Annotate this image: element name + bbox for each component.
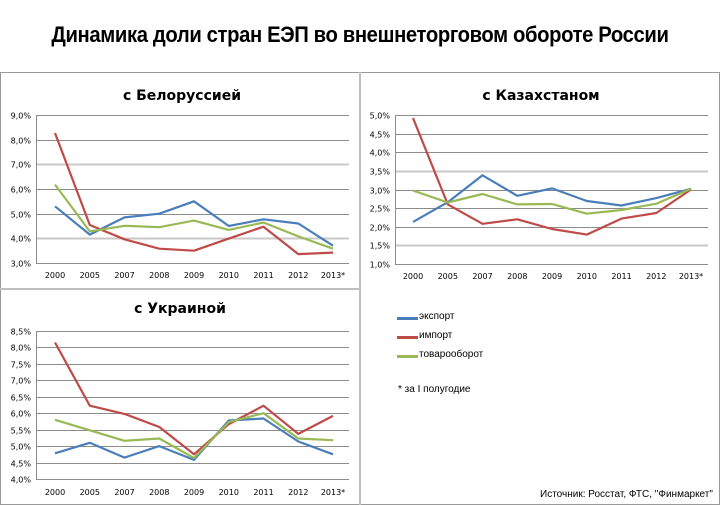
y-tick-label: 3,5%: [370, 168, 391, 177]
y-tick-label: 4,5%: [370, 131, 391, 140]
legend-swatch-import: [397, 336, 418, 339]
x-tick-label: 2000: [45, 488, 65, 497]
footnote: * за I полугодие: [398, 384, 471, 395]
series-line-total: [54, 183, 334, 250]
x-tick-label: 2005: [438, 272, 458, 281]
page-title: Динамика доли стран ЕЭП во внешнеторгово…: [51, 22, 669, 47]
legend-label-total: товарооборот: [419, 349, 484, 360]
series-line-import: [54, 341, 334, 456]
y-tick-label: 8,0%: [11, 344, 32, 353]
x-tick-label: 2013*: [679, 272, 703, 281]
x-tick-label: 2011: [611, 272, 631, 281]
x-tick-label: 2012: [646, 272, 666, 281]
x-tick-label: 2007: [472, 272, 492, 281]
series-line-total: [412, 187, 692, 215]
x-tick-label: 2013*: [321, 271, 345, 280]
y-tick-label: 1,0%: [370, 261, 391, 270]
y-tick-label: 1,5%: [370, 242, 391, 251]
x-tick-label: 2009: [184, 271, 204, 280]
y-tick-label: 7,0%: [11, 161, 32, 170]
y-tick-label: 5,0%: [11, 443, 32, 452]
chart-title-kazakhstan: с Казахстаном: [482, 88, 599, 104]
x-tick-label: 2010: [219, 271, 239, 280]
y-tick-label: 3,0%: [370, 187, 391, 196]
legend-swatch-export: [397, 317, 418, 320]
series-line-total: [54, 412, 334, 460]
y-tick-label: 6,0%: [11, 186, 32, 195]
y-tick-label: 8,0%: [11, 137, 32, 146]
chart-belarus: с Белоруссией 3,0% 4,0% 5,0% 6,0% 7,0% 8,0% 9,0…: [11, 88, 349, 280]
x-tick-label: 2011: [253, 488, 273, 497]
x-tick-label: 2008: [149, 271, 169, 280]
y-tick-label: 4,0%: [11, 476, 32, 485]
source-note: Источник: Росстат, ФТС, "Финмаркет": [540, 489, 713, 500]
y-tick-label: 4,5%: [11, 460, 32, 469]
x-tick-label: 2007: [114, 271, 134, 280]
x-tick-label: 2008: [149, 488, 169, 497]
y-tick-label: 3,0%: [11, 260, 32, 269]
x-tick-label: 2012: [288, 488, 308, 497]
x-tick-label: 2005: [80, 271, 100, 280]
legend-swatch-total: [397, 355, 418, 358]
chart-title-ukraine: с Украиной: [134, 301, 226, 317]
series-line-export: [54, 417, 334, 461]
x-tick-label: 2011: [253, 271, 273, 280]
y-tick-label: 6,5%: [11, 394, 32, 403]
horizontal-divider: [0, 288, 361, 290]
x-tick-label: 2012: [288, 271, 308, 280]
y-tick-label: 2,5%: [370, 205, 391, 214]
y-tick-label: 5,0%: [11, 211, 32, 220]
x-tick-label: 2000: [45, 271, 65, 280]
y-tick-label: 4,0%: [370, 149, 391, 158]
x-tick-label: 2007: [114, 488, 134, 497]
series-line-import: [53, 132, 334, 256]
series-line-export: [412, 174, 692, 223]
x-tick-label: 2010: [219, 488, 239, 497]
chart-ukraine: с Украиной 4,0% 4,5% 5,0% 5,5% 6,0% 6,5% 7,0% 7,…: [11, 301, 349, 497]
y-tick-label: 5,0%: [370, 112, 391, 121]
legend-label-export: экспорт: [419, 311, 455, 322]
chart-kazakhstan: с Казахстаном 1,0% 1,5% 2,0% 2,5% 3,0% 3,5% 4,0…: [370, 88, 708, 281]
x-tick-label: 2000: [403, 272, 423, 281]
y-tick-label: 2,0%: [370, 224, 391, 233]
y-tick-label: 6,0%: [11, 410, 32, 419]
y-tick-label: 7,5%: [11, 361, 32, 370]
x-tick-label: 2008: [507, 272, 527, 281]
chart-title-belarus: с Белоруссией: [123, 88, 241, 104]
legend-label-import: импорт: [419, 330, 453, 341]
series-line-import: [411, 117, 692, 236]
x-tick-label: 2009: [184, 488, 204, 497]
x-tick-label: 2009: [542, 272, 562, 281]
y-tick-label: 7,0%: [11, 377, 32, 386]
x-tick-label: 2013*: [321, 488, 345, 497]
x-tick-label: 2010: [577, 272, 597, 281]
y-tick-label: 8,5%: [11, 328, 32, 337]
y-tick-label: 9,0%: [11, 112, 32, 121]
y-tick-label: 4,0%: [11, 235, 32, 244]
y-tick-label: 5,5%: [11, 427, 32, 436]
x-tick-label: 2005: [80, 488, 100, 497]
